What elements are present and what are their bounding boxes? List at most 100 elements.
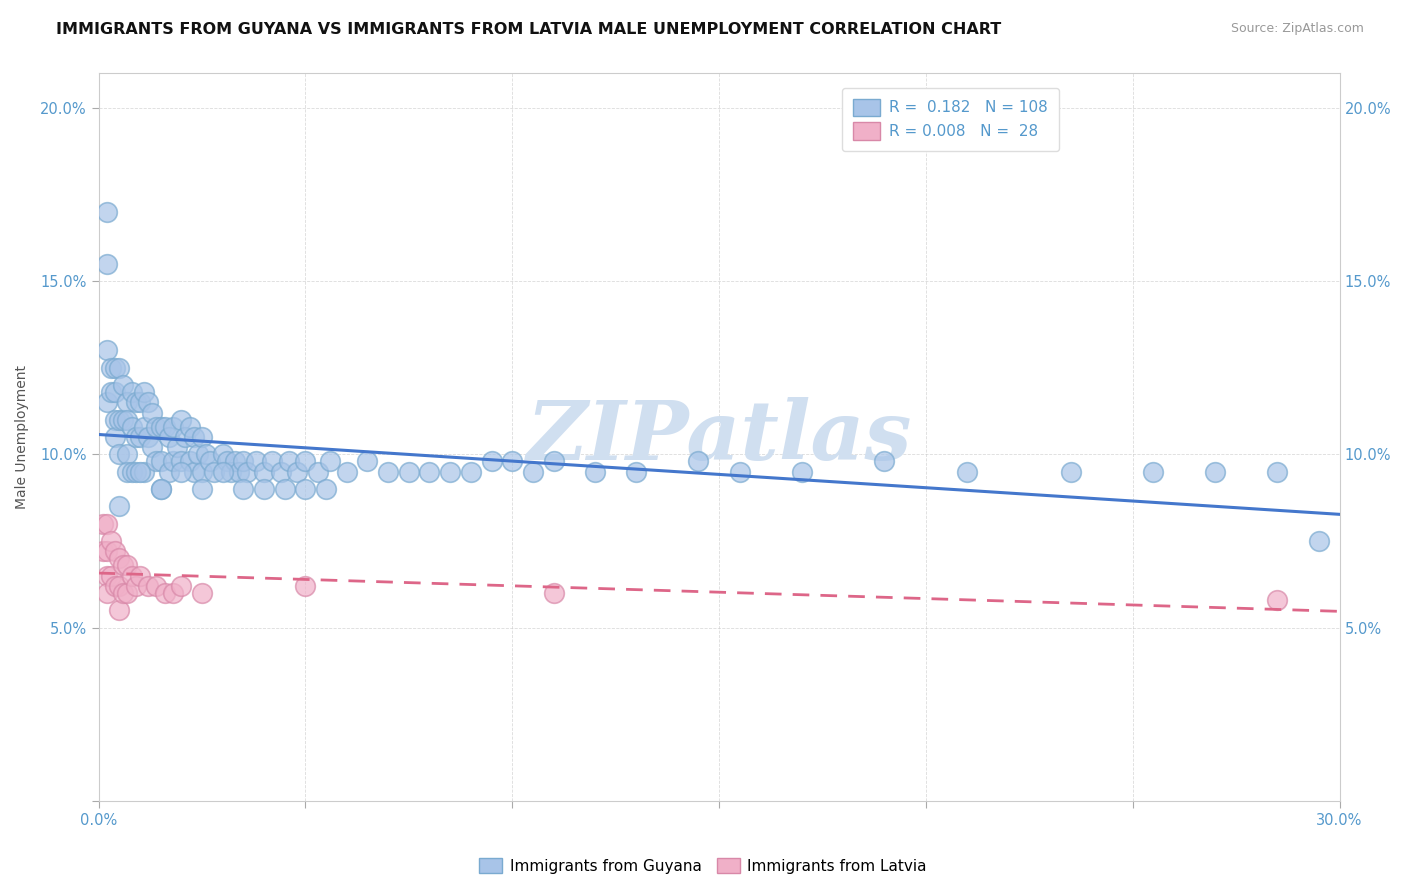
Point: [336, 465, 359, 479]
Point: [149, 419, 172, 434]
Point: [1059, 465, 1081, 479]
Point: [125, 579, 148, 593]
Point: [162, 454, 184, 468]
Point: [543, 454, 565, 468]
Point: [179, 419, 201, 434]
Point: [253, 465, 276, 479]
Point: [96, 343, 118, 358]
Point: [232, 482, 254, 496]
Point: [215, 454, 238, 468]
Point: [1267, 465, 1289, 479]
Point: [294, 579, 316, 593]
Point: [117, 447, 139, 461]
Point: [873, 454, 896, 468]
Point: [96, 204, 118, 219]
Point: [253, 482, 276, 496]
Point: [149, 454, 172, 468]
Point: [108, 603, 131, 617]
Point: [117, 465, 139, 479]
Point: [112, 558, 135, 573]
Point: [583, 465, 606, 479]
Point: [149, 482, 172, 496]
Point: [1142, 465, 1164, 479]
Text: IMMIGRANTS FROM GUYANA VS IMMIGRANTS FROM LATVIA MALE UNEMPLOYMENT CORRELATION C: IMMIGRANTS FROM GUYANA VS IMMIGRANTS FRO…: [56, 22, 1001, 37]
Point: [145, 579, 167, 593]
Point: [91, 516, 114, 531]
Point: [174, 430, 197, 444]
Point: [100, 384, 122, 399]
Point: [100, 360, 122, 375]
Point: [200, 454, 222, 468]
Point: [157, 465, 180, 479]
Point: [125, 395, 148, 409]
Point: [166, 441, 188, 455]
Point: [153, 586, 176, 600]
Point: [96, 395, 118, 409]
Point: [1267, 593, 1289, 607]
Point: [100, 568, 122, 582]
Point: [183, 430, 205, 444]
Point: [104, 384, 127, 399]
Point: [236, 465, 259, 479]
Point: [100, 534, 122, 549]
Point: [162, 419, 184, 434]
Point: [96, 257, 118, 271]
Point: [191, 430, 214, 444]
Point: [319, 454, 342, 468]
Point: [141, 406, 163, 420]
Point: [543, 586, 565, 600]
Point: [153, 419, 176, 434]
Point: [91, 544, 114, 558]
Point: [136, 395, 159, 409]
Legend: R =  0.182   N = 108, R = 0.008   N =  28: R = 0.182 N = 108, R = 0.008 N = 28: [842, 88, 1059, 151]
Point: [224, 454, 246, 468]
Point: [108, 360, 131, 375]
Point: [170, 579, 193, 593]
Point: [121, 465, 143, 479]
Point: [202, 465, 225, 479]
Text: Source: ZipAtlas.com: Source: ZipAtlas.com: [1230, 22, 1364, 36]
Point: [688, 454, 710, 468]
Point: [522, 465, 544, 479]
Point: [117, 413, 139, 427]
Point: [117, 558, 139, 573]
Point: [277, 454, 299, 468]
Point: [104, 360, 127, 375]
Point: [112, 586, 135, 600]
Point: [228, 465, 250, 479]
Text: ZIPatlas: ZIPatlas: [526, 397, 911, 477]
Point: [398, 465, 420, 479]
Point: [129, 430, 152, 444]
Point: [132, 465, 155, 479]
Point: [232, 454, 254, 468]
Point: [112, 378, 135, 392]
Point: [136, 430, 159, 444]
Point: [481, 454, 503, 468]
Point: [460, 465, 482, 479]
Point: [96, 516, 118, 531]
Point: [108, 579, 131, 593]
Point: [125, 430, 148, 444]
Point: [262, 454, 284, 468]
Point: [377, 465, 399, 479]
Point: [96, 586, 118, 600]
Point: [273, 482, 295, 496]
Point: [132, 419, 155, 434]
Point: [315, 482, 337, 496]
Point: [187, 447, 209, 461]
Point: [285, 465, 308, 479]
Y-axis label: Male Unemployment: Male Unemployment: [15, 365, 30, 509]
Point: [626, 465, 648, 479]
Point: [294, 482, 316, 496]
Point: [129, 465, 152, 479]
Point: [170, 454, 193, 468]
Point: [104, 413, 127, 427]
Point: [418, 465, 440, 479]
Legend: Immigrants from Guyana, Immigrants from Latvia: Immigrants from Guyana, Immigrants from …: [472, 852, 934, 880]
Point: [117, 395, 139, 409]
Point: [195, 447, 218, 461]
Point: [132, 384, 155, 399]
Point: [501, 454, 523, 468]
Point: [108, 413, 131, 427]
Point: [245, 454, 267, 468]
